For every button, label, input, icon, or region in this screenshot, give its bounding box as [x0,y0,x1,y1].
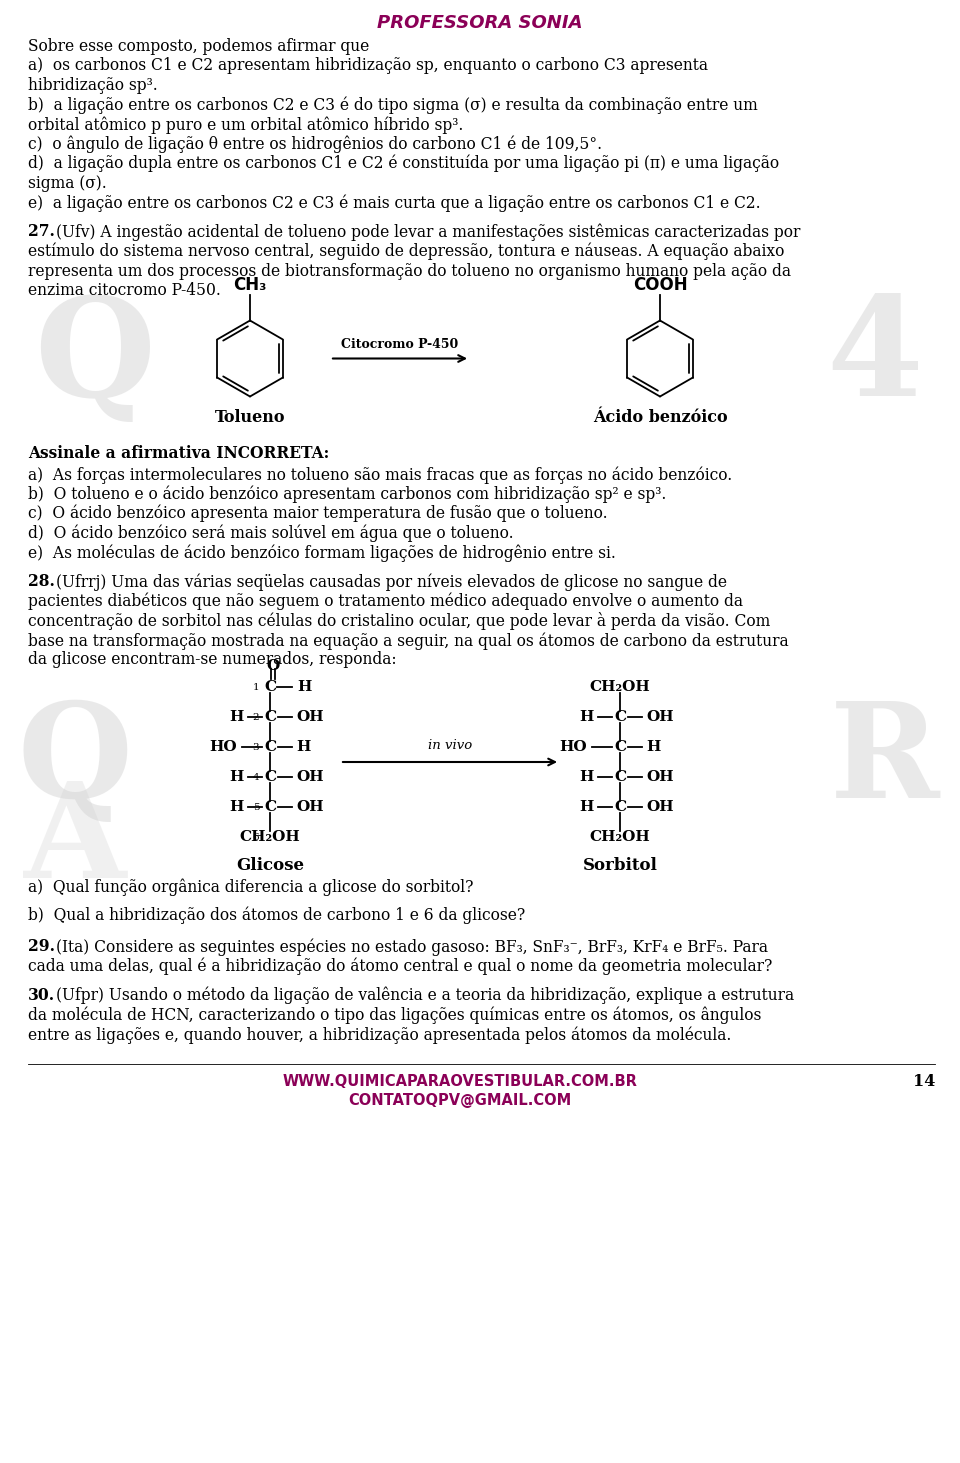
Text: HO: HO [560,740,587,753]
Text: a)  os carbonos C1 e C2 apresentam hibridização sp, enquanto o carbono C3 aprese: a) os carbonos C1 e C2 apresentam hibrid… [28,57,708,75]
Text: cada uma delas, qual é a hibridização do átomo central e qual o nome da geometri: cada uma delas, qual é a hibridização do… [28,957,773,974]
Text: C: C [264,740,276,753]
Text: concentração de sorbitol nas células do cristalino ocular, que pode levar à perd: concentração de sorbitol nas células do … [28,613,770,631]
Text: C: C [264,800,276,813]
Text: da molécula de HCN, caracterizando o tipo das ligações químicas entre os átomos,: da molécula de HCN, caracterizando o tip… [28,1007,761,1024]
Text: C: C [264,710,276,724]
Text: enzima citocromo P-450.: enzima citocromo P-450. [28,282,221,298]
Text: CH₂OH: CH₂OH [589,680,650,693]
Text: O: O [266,658,279,673]
Text: (Ufv) A ingestão acidental de tolueno pode levar a manifestações sistêmicas cara: (Ufv) A ingestão acidental de tolueno po… [56,224,801,241]
Text: H: H [646,740,660,753]
Text: Assinale a afirmativa INCORRETA:: Assinale a afirmativa INCORRETA: [28,445,329,461]
Text: OH: OH [646,770,674,784]
Text: 5: 5 [252,803,259,812]
Text: 4: 4 [827,291,924,426]
Text: C: C [614,740,626,753]
Text: HO: HO [209,740,237,753]
Text: (Ufpr) Usando o método da ligação de valência e a teoria da hibridização, expliq: (Ufpr) Usando o método da ligação de val… [56,988,794,1005]
Text: OH: OH [646,710,674,724]
Text: (Ufrrj) Uma das várias seqüelas causadas por níveis elevados de glicose no sangu: (Ufrrj) Uma das várias seqüelas causadas… [56,573,727,591]
Text: b)  O tolueno e o ácido benzóico apresentam carbonos com hibridização sp² e sp³.: b) O tolueno e o ácido benzóico apresent… [28,486,666,503]
Text: H: H [296,740,310,753]
Text: H: H [229,800,244,813]
Text: WWW.QUIMICAPARAOVESTIBULAR.COM.BR: WWW.QUIMICAPARAOVESTIBULAR.COM.BR [282,1074,637,1088]
Text: OH: OH [646,800,674,813]
Text: b)  a ligação entre os carbonos C2 e C3 é do tipo sigma (σ) e resulta da combina: b) a ligação entre os carbonos C2 e C3 é… [28,97,757,114]
Text: CONTATOQPV@GMAIL.COM: CONTATOQPV@GMAIL.COM [348,1093,571,1107]
Text: a)  As forças intermoleculares no tolueno são mais fracas que as forças no ácido: a) As forças intermoleculares no tolueno… [28,467,732,483]
Text: C: C [614,800,626,813]
Text: A: A [24,777,126,907]
Text: c)  O ácido benzóico apresenta maior temperatura de fusão que o tolueno.: c) O ácido benzóico apresenta maior temp… [28,505,608,522]
Text: H: H [229,770,244,784]
Text: COOH: COOH [633,275,687,294]
Text: d)  O ácido benzóico será mais solúvel em água que o tolueno.: d) O ácido benzóico será mais solúvel em… [28,525,514,541]
Text: H: H [580,770,594,784]
Text: Sorbitol: Sorbitol [583,857,658,873]
Text: c)  o ângulo de ligação θ entre os hidrogênios do carbono C1 é de 109,5°.: c) o ângulo de ligação θ entre os hidrog… [28,136,602,154]
Text: 1: 1 [252,683,259,692]
Text: Q: Q [17,698,132,827]
Text: Sobre esse composto, podemos afirmar que: Sobre esse composto, podemos afirmar que [28,38,370,56]
Text: C: C [264,770,276,784]
Text: orbital atômico p puro e um orbital atômico híbrido sp³.: orbital atômico p puro e um orbital atôm… [28,116,464,133]
Text: (Ita) Considere as seguintes espécies no estado gasoso: BF₃, SnF₃⁻, BrF₃, KrF₄ e: (Ita) Considere as seguintes espécies no… [56,938,768,955]
Text: e)  As moléculas de ácido benzóico formam ligações de hidrogênio entre si.: e) As moléculas de ácido benzóico formam… [28,544,616,562]
Text: C: C [614,770,626,784]
Text: base na transformação mostrada na equação a seguir, na qual os átomos de carbono: base na transformação mostrada na equaçã… [28,632,788,650]
Text: C: C [264,680,276,693]
Text: H: H [580,800,594,813]
Text: 27.: 27. [28,224,55,240]
Text: H: H [297,680,311,693]
Text: pacientes diabéticos que não seguem o tratamento médico adequado envolve o aumen: pacientes diabéticos que não seguem o tr… [28,593,743,610]
Text: e)  a ligação entre os carbonos C2 e C3 é mais curta que a ligação entre os carb: e) a ligação entre os carbonos C2 e C3 é… [28,195,760,212]
Text: 14: 14 [913,1074,935,1090]
Text: 2: 2 [252,712,259,723]
Text: Citocromo P-450: Citocromo P-450 [342,338,459,351]
Text: Glicose: Glicose [236,857,304,873]
Text: CH₂OH: CH₂OH [589,830,650,844]
Text: 28.: 28. [28,573,55,591]
Text: 4: 4 [252,772,259,783]
Text: in vivo: in vivo [428,739,472,752]
Text: hibridização sp³.: hibridização sp³. [28,78,157,94]
Text: Q: Q [35,291,156,426]
Text: sigma (σ).: sigma (σ). [28,174,107,192]
Text: 30.: 30. [28,988,55,1004]
Text: Ácido benzóico: Ácido benzóico [592,408,728,426]
Text: OH: OH [296,710,324,724]
Text: 3: 3 [252,743,259,752]
Text: CH₂OH: CH₂OH [240,830,300,844]
Text: OH: OH [296,770,324,784]
Text: 29.: 29. [28,938,55,955]
Text: OH: OH [296,800,324,813]
Text: representa um dos processos de biotransformação do tolueno no organismo humano p: representa um dos processos de biotransf… [28,262,791,279]
Text: da glicose encontram-se numerados, responda:: da glicose encontram-se numerados, respo… [28,651,396,669]
Text: estímulo do sistema nervoso central, seguido de depressão, tontura e náuseas. A : estímulo do sistema nervoso central, seg… [28,243,784,260]
Text: C: C [614,710,626,724]
Text: H: H [580,710,594,724]
Text: d)  a ligação dupla entre os carbonos C1 e C2 é constituída por uma ligação pi (: d) a ligação dupla entre os carbonos C1 … [28,155,780,173]
Text: H: H [229,710,244,724]
Text: entre as ligações e, quando houver, a hibridização apresentada pelos átomos da m: entre as ligações e, quando houver, a hi… [28,1026,732,1043]
Text: R: R [830,698,940,827]
Text: a)  Qual função orgânica diferencia a glicose do sorbitol?: a) Qual função orgânica diferencia a gli… [28,879,473,897]
Text: Tolueno: Tolueno [215,408,285,426]
Text: 6: 6 [252,832,259,843]
Text: PROFESSORA SONIA: PROFESSORA SONIA [377,15,583,32]
Text: CH₃: CH₃ [233,275,267,294]
Text: b)  Qual a hibridização dos átomos de carbono 1 e 6 da glicose?: b) Qual a hibridização dos átomos de car… [28,907,525,925]
